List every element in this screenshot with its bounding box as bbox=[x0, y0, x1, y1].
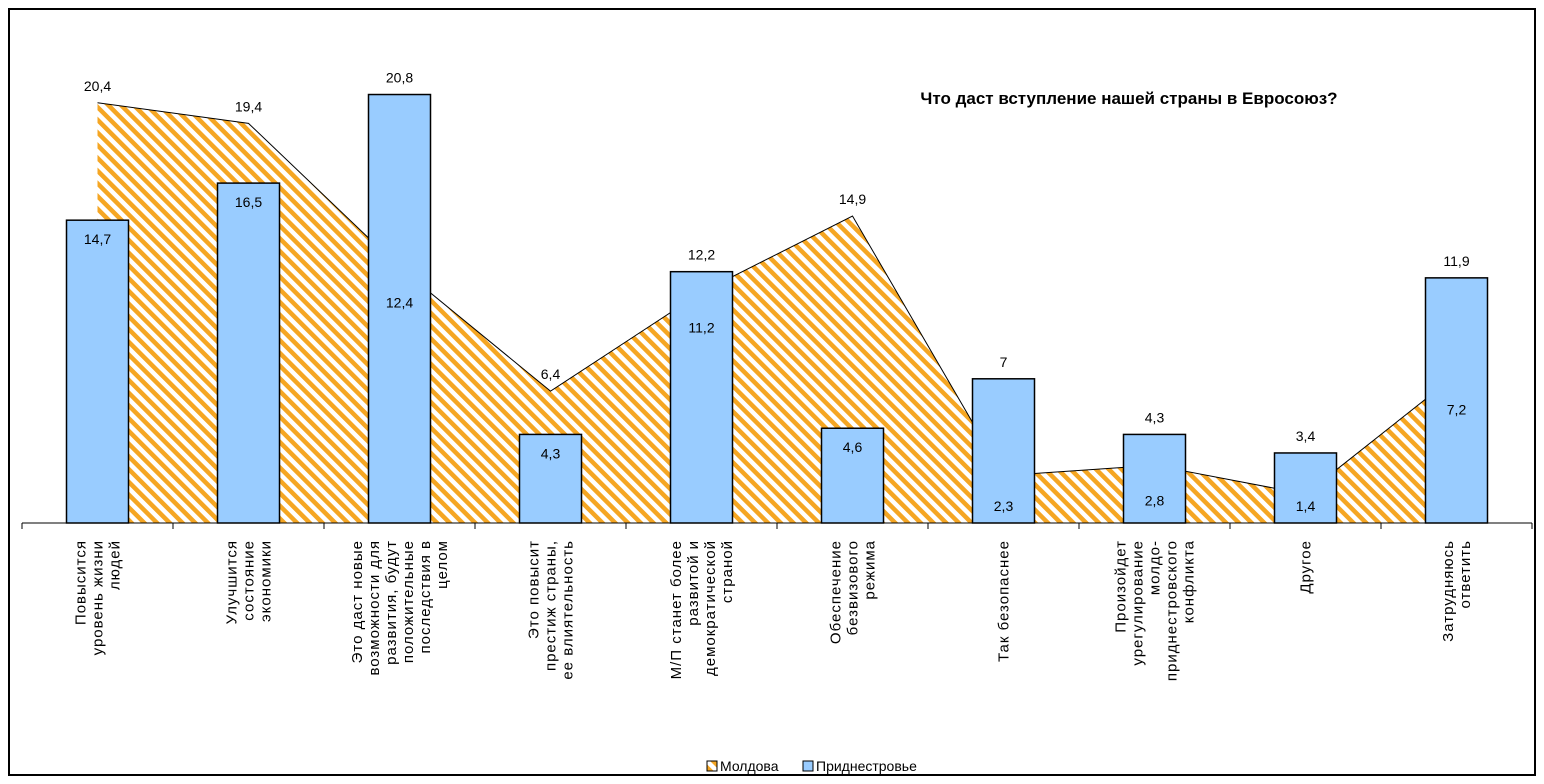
data-label-moldova-4: 11,2 bbox=[688, 319, 714, 335]
data-label-moldova-2: 12,4 bbox=[386, 295, 413, 311]
category-label-3-1: престиж страны, bbox=[543, 540, 560, 671]
bar-pridnestrovie-5 bbox=[820, 427, 885, 524]
category-label-3-2: ее влиятельность bbox=[560, 540, 577, 680]
category-label-8-0: Другое bbox=[1298, 540, 1315, 594]
x-axis bbox=[21, 522, 1533, 529]
bar-pridnestrovie-4 bbox=[669, 270, 734, 524]
category-label-7-3: приднестровского bbox=[1164, 540, 1181, 681]
category-label-0-1: уровень жизни bbox=[90, 540, 107, 655]
data-label-pridnestrovie-6: 7 bbox=[1000, 354, 1008, 370]
category-label-9-0: Затрудняюсь bbox=[1440, 540, 1457, 642]
category-label-2-2: развития, будут bbox=[383, 540, 400, 665]
bar-pridnestrovie-2 bbox=[367, 93, 432, 524]
data-label-pridnestrovie-8: 3,4 bbox=[1296, 428, 1316, 444]
category-label-0-2: людей bbox=[107, 540, 124, 590]
moldova-area bbox=[97, 102, 1457, 523]
category-label-2-1: возможности для bbox=[366, 540, 383, 676]
data-label-moldova-8: 1,4 bbox=[1296, 498, 1316, 514]
data-label-pridnestrovie-1: 16,5 bbox=[235, 194, 262, 210]
category-label-2-4: последствия в bbox=[417, 540, 434, 653]
legend: Молдова Приднестровье bbox=[706, 758, 917, 774]
data-label-pridnestrovie-9: 11,9 bbox=[1443, 253, 1469, 269]
category-label-1-0: Улучшится bbox=[224, 540, 241, 624]
data-label-moldova-3: 6,4 bbox=[541, 366, 561, 382]
category-label-1-2: экономики bbox=[258, 540, 275, 622]
category-label-7-1: урегулирование bbox=[1130, 540, 1147, 666]
category-label-2-0: Это даст новые bbox=[349, 540, 366, 663]
category-label-2-5: целом bbox=[434, 540, 451, 589]
category-label-4-2: демократической bbox=[702, 540, 719, 676]
bar-pridnestrovie-7 bbox=[1122, 433, 1187, 524]
category-label-3-0: Это повысит bbox=[526, 540, 543, 639]
data-label-pridnestrovie-0: 14,7 bbox=[84, 231, 111, 247]
chart-title: Что даст вступление нашей страны в Еврос… bbox=[920, 89, 1337, 108]
category-label-4-1: развитой и bbox=[685, 540, 702, 626]
bar-pridnestrovie-6 bbox=[971, 378, 1036, 524]
data-label-pridnestrovie-7: 4,3 bbox=[1145, 409, 1165, 425]
data-label-pridnestrovie-3: 4,3 bbox=[541, 445, 561, 461]
data-labels: 14,7 16,5 20,8 4,3 12,2 4,6 7 4,3 3,4 11,9 20,4 19,… bbox=[84, 70, 1470, 514]
legend-swatch-moldova bbox=[706, 760, 718, 772]
pridnestrovie-bar-layer bbox=[65, 93, 1489, 524]
data-label-pridnestrovie-4: 12,2 bbox=[688, 247, 715, 263]
bar-pridnestrovie-8 bbox=[1273, 452, 1338, 524]
data-label-moldova-7: 2,8 bbox=[1145, 492, 1165, 508]
legend-label-moldova: Молдова bbox=[720, 758, 779, 774]
category-label-5-0: Обеспечение bbox=[828, 540, 845, 644]
data-label-pridnestrovie-2: 20,8 bbox=[386, 70, 413, 86]
data-label-moldova-5: 14,9 bbox=[839, 191, 866, 207]
category-label-5-1: безвизового bbox=[845, 540, 862, 635]
data-label-moldova-1: 19,4 bbox=[235, 98, 262, 114]
moldova-area-layer bbox=[97, 102, 1457, 523]
category-label-7-4: конфликта bbox=[1181, 540, 1198, 623]
legend-label-pridnestrovie: Приднестровье bbox=[816, 758, 917, 774]
data-label-pridnestrovie-5: 4,6 bbox=[843, 439, 863, 455]
bar-pridnestrovie-1 bbox=[216, 182, 281, 524]
bar-pridnestrovie-3 bbox=[518, 433, 583, 524]
data-label-moldova-0: 20,4 bbox=[84, 78, 111, 94]
category-label-4-0: М/П станет более bbox=[668, 540, 685, 679]
category-label-4-3: страной bbox=[719, 540, 736, 603]
category-label-6-0: Так безопаснее bbox=[996, 540, 1013, 662]
data-label-moldova-9: 7,2 bbox=[1447, 402, 1467, 418]
data-label-moldova-6: 2,3 bbox=[994, 498, 1014, 514]
category-label-9-1: ответить bbox=[1457, 540, 1474, 608]
category-label-0-0: Повысится bbox=[73, 540, 90, 625]
category-label-7-2: молдо- bbox=[1147, 540, 1164, 595]
category-label-5-2: режима bbox=[862, 540, 879, 600]
category-label-2-3: положительные bbox=[400, 540, 417, 663]
bar-pridnestrovie-9 bbox=[1424, 277, 1489, 524]
legend-swatch-pridnestrovie bbox=[802, 760, 814, 772]
category-labels: Повысится уровень жизни людей Улучшится сост… bbox=[73, 540, 1475, 681]
category-label-7-0: Произойдет bbox=[1113, 540, 1130, 633]
bar-pridnestrovie-0 bbox=[65, 219, 130, 524]
moldova-line bbox=[97, 102, 1457, 495]
category-label-1-1: состояние bbox=[241, 540, 258, 621]
